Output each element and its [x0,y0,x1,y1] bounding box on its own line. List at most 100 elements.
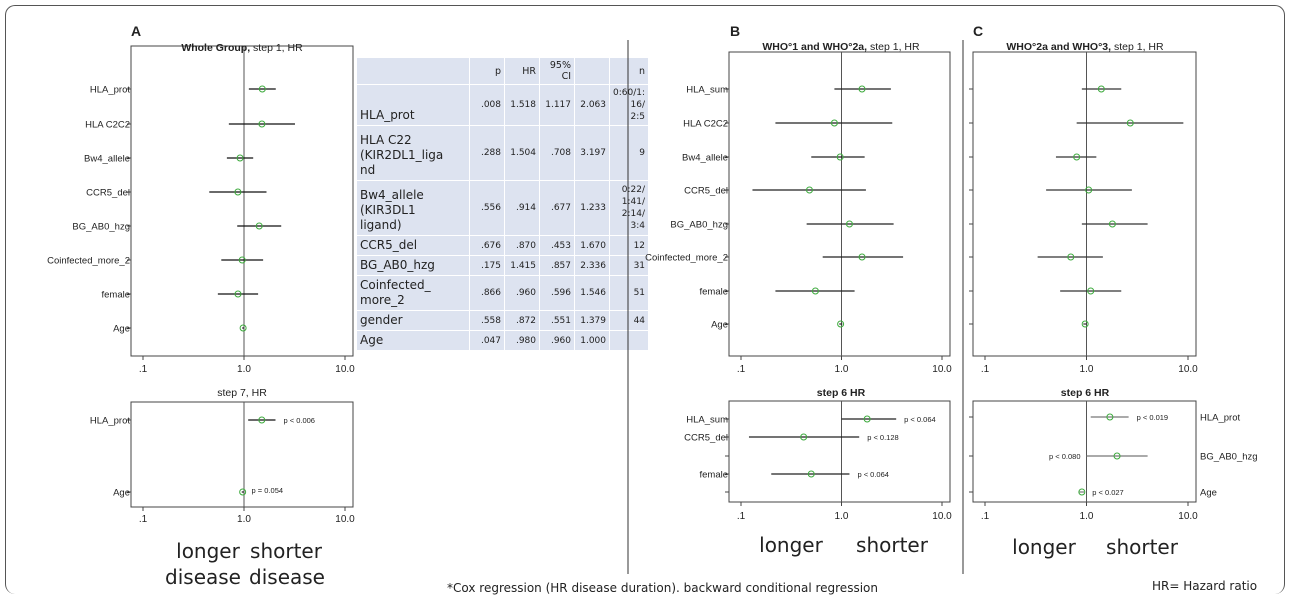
hazard-ratio-point [858,253,866,261]
plot-area [728,400,951,503]
table-header: p [470,58,504,84]
table-cell-p: .866 [470,276,504,310]
hazard-ratio-point [258,85,266,93]
panel-title-rest: step 1, HR [1111,41,1164,53]
table-cell-hr: .914 [505,181,539,235]
row-label: CCR5_del [86,188,130,199]
hazard-ratio-point [1113,452,1121,460]
row-label: female [699,470,728,481]
table-cell-ci-low: .677 [540,181,574,235]
x-tick-label: 10.0 [932,364,952,375]
panel-title-rest: step 1, HR [867,41,920,53]
table-cell-ci-high: 3.197 [575,126,609,180]
direction-label-shorter: shorter [250,539,323,563]
table-cell-n: 9 [610,126,649,180]
direction-label-shorter: shorter [1106,535,1179,559]
legend-note: HR= Hazard ratio [1152,579,1258,593]
hazard-ratio-point [1085,186,1093,194]
table-cell-label: Bw4_allele (KIR3DL1 ligand) [357,181,469,235]
table-cell-hr: 1.504 [505,126,539,180]
table-cell-n: 0:60/1: 16/ 2:5 [610,85,649,125]
table-cell-ci-high: 2.336 [575,256,609,275]
table-cell-ci-high: 2.063 [575,85,609,125]
row-label: CCR5_del [684,186,728,197]
panel-title-bold: Whole Group, [181,42,250,54]
direction-label-shorter: shorter [856,533,929,557]
row-label: HLA_prot [1200,413,1240,424]
table-row: CCR5_del .676.870.453 1.670 12 [357,236,649,255]
x-tick-label: 1.0 [835,364,849,375]
direction-label-longer: longer [176,539,240,563]
table-row: HLA_prot .008 1.518 1.117 2.063 0:60/1: 16/ 2… [357,85,649,125]
table-cell-hr: 1.415 [505,256,539,275]
x-tick-label: .1 [139,364,148,375]
hazard-ratio-point [238,256,246,264]
bottom-panel-title: step 7, HR [217,387,267,399]
x-tick-label: 1.0 [237,514,251,525]
hazard-ratio-point [234,188,242,196]
x-tick-label: .1 [981,511,990,522]
row-label: BG_AB0_hzg [72,222,130,233]
table-header [575,58,609,84]
plot-area [130,45,354,357]
row-label: HLA C2C2 [85,120,130,131]
row-label: Bw4_allele [682,153,728,164]
table-cell-label: Coinfected_ more_2 [357,276,469,310]
p-value-label: p = 0.054 [252,486,283,495]
bottom-panel-title: step 6 HR [1061,387,1110,399]
table-cell-p: .556 [470,181,504,235]
row-label: female [101,290,130,301]
table-header [357,58,469,84]
hazard-ratio-point [800,433,808,441]
p-value-label: p < 0.128 [867,433,899,442]
table-cell-ci-high: 1.000 [575,331,609,350]
table-header: 95% CI [540,58,574,84]
hazard-ratio-point [1126,119,1134,127]
table-cell-hr: .870 [505,236,539,255]
x-tick-label: 1.0 [835,511,849,522]
p-value-label: p < 0.006 [283,416,315,425]
table-cell-n: 31 [610,256,649,275]
x-tick-label: .1 [981,364,990,375]
hazard-ratio-point [845,220,853,228]
hazard-ratio-point [255,222,263,230]
x-tick-label: 1.0 [237,364,251,375]
row-label: Age [113,324,130,335]
p-value-label: p < 0.027 [1092,488,1124,497]
table-header-row: p HR 95% CI n [357,58,649,84]
table-cell-p: .175 [470,256,504,275]
table-cell-label: HLA C22 (KIR2DL1_liga nd [357,126,469,180]
table-header: n [610,58,649,84]
stats-table: p HR 95% CI n HLA_prot .008 1.518 1.117 2.06… [356,57,649,351]
panel-title-bold: WHO°1 and WHO°2a, [762,41,867,53]
row-label: HLA_sum [686,85,728,96]
x-tick-label: .1 [737,364,746,375]
x-tick-label: .1 [737,511,746,522]
table-cell-n: 44 [610,311,649,330]
panel-title: Whole Group, step 1, HR [181,42,303,54]
row-label: female [699,287,728,298]
table-cell-label: Age [357,331,469,350]
p-value-label: p < 0.064 [857,470,889,479]
row-label: CCR5_del [684,433,728,444]
hazard-ratio-point [234,290,242,298]
row-label: Age [1200,488,1217,499]
hazard-ratio-point [807,470,815,478]
table-cell-label: BG_AB0_hzg [357,256,469,275]
plot-area [972,51,1197,357]
row-label: Age [113,488,130,499]
hazard-ratio-point [258,416,266,424]
row-label: HLA_prot [90,416,130,427]
hazard-ratio-point [239,324,247,332]
panel-title-rest: step 1, HR [250,42,303,54]
table-cell-label: CCR5_del [357,236,469,255]
p-value-label: p < 0.019 [1137,413,1169,422]
row-label: HLA C2C2 [683,119,728,130]
p-value-label: p < 0.064 [904,415,936,424]
plot-area [972,400,1197,503]
hazard-ratio-point [1067,253,1075,261]
row-label: Coinfected_more_2 [47,256,130,267]
hazard-ratio-point [1108,220,1116,228]
hazard-ratio-point [836,153,844,161]
